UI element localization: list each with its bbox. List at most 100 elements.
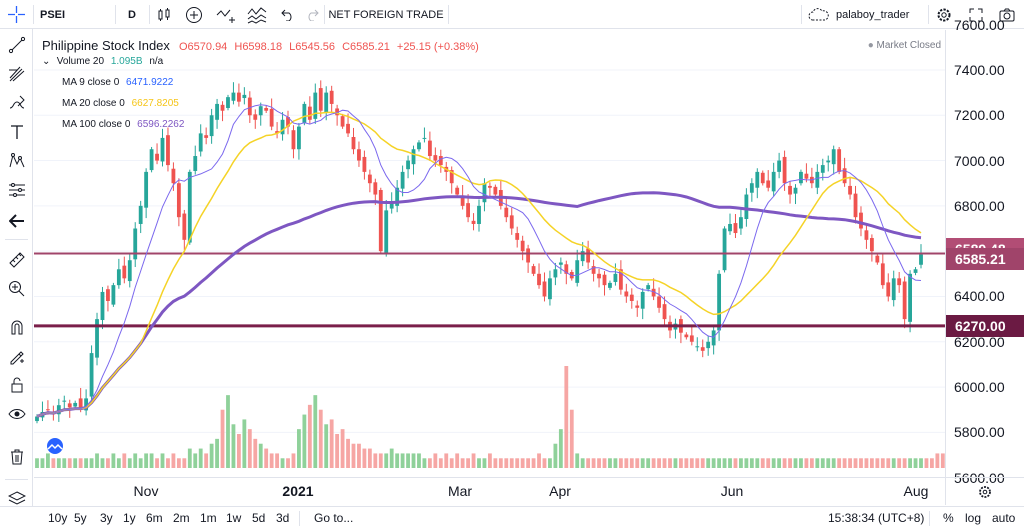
volume-bar: [160, 453, 165, 468]
range-button[interactable]: 5y: [74, 511, 87, 525]
candle-body: [378, 190, 383, 252]
brush-icon[interactable]: [0, 91, 33, 115]
percent-toggle[interactable]: %: [943, 511, 954, 525]
volume-bar: [318, 409, 323, 468]
volume-bar: [782, 458, 787, 468]
indicators-icon[interactable]: [244, 0, 270, 29]
volume-bar: [400, 453, 405, 468]
text-tool-icon[interactable]: [0, 120, 33, 144]
volume-bar: [668, 458, 672, 468]
candle-body: [799, 171, 803, 184]
candle-body: [106, 289, 110, 301]
range-button[interactable]: 1w: [226, 511, 242, 525]
volume-bar: [930, 458, 934, 468]
volume-bar: [799, 458, 803, 468]
layers-icon[interactable]: [0, 487, 33, 511]
auto-toggle[interactable]: auto: [992, 511, 1016, 525]
pattern-icon[interactable]: [0, 149, 33, 173]
volume-bar: [891, 458, 896, 468]
range-button[interactable]: 1m: [200, 511, 217, 525]
ohlc-low: L6545.56: [289, 41, 336, 53]
range-button[interactable]: 1y: [123, 511, 136, 525]
price-chart[interactable]: [34, 30, 945, 477]
volume-bar: [793, 458, 798, 468]
volume-bar: [307, 404, 312, 468]
volume-bar: [908, 458, 912, 468]
pitchfork-icon[interactable]: [0, 62, 33, 86]
volume-bar: [466, 458, 470, 468]
range-button[interactable]: 6m: [146, 511, 163, 525]
trash-icon[interactable]: [0, 445, 33, 469]
candle-body: [558, 262, 563, 265]
volume-bar: [662, 458, 667, 468]
candle-body: [269, 108, 274, 127]
ruler-icon[interactable]: [0, 248, 33, 272]
candle-body: [95, 319, 99, 358]
candle-body: [406, 160, 410, 170]
candle-body: [826, 160, 831, 163]
volume-bar: [831, 458, 836, 468]
prediction-icon[interactable]: [0, 178, 33, 202]
log-toggle[interactable]: log: [965, 511, 982, 525]
volume-bar: [116, 458, 121, 468]
magnet-icon[interactable]: [0, 315, 33, 339]
indicator-template-button[interactable]: NET FOREIGN TRADE: [326, 0, 446, 29]
candle-body: [73, 402, 78, 407]
undo-icon[interactable]: [277, 0, 299, 29]
volume-bar: [78, 458, 83, 468]
candle-body: [848, 185, 852, 195]
compare-icon[interactable]: [214, 0, 240, 29]
stay-drawing-icon[interactable]: [0, 344, 33, 368]
volume-label: Volume 20: [56, 56, 105, 67]
trend-line-icon[interactable]: [0, 33, 33, 57]
add-indicator-icon[interactable]: [181, 0, 207, 29]
range-button[interactable]: 3y: [100, 511, 113, 525]
candles-icon[interactable]: [152, 0, 176, 29]
candle-body: [417, 142, 421, 150]
volume-bar: [651, 458, 656, 468]
arrow-back-icon[interactable]: [0, 209, 33, 233]
range-button[interactable]: 3d: [276, 511, 290, 525]
time-axis[interactable]: Nov 2021 Mar Apr Jun Aug: [34, 477, 945, 505]
interval-button[interactable]: D: [120, 0, 144, 29]
collapse-legend-icon[interactable]: ⌄: [42, 56, 51, 67]
candle-body: [831, 149, 836, 165]
volume-bar: [384, 453, 389, 468]
lock-icon[interactable]: [0, 373, 33, 397]
clock-label[interactable]: 15:38:34 (UTC+8): [828, 511, 925, 525]
candle-body: [302, 103, 307, 123]
volume-bar: [826, 458, 831, 468]
eye-icon[interactable]: [0, 402, 33, 426]
candle-body: [160, 137, 165, 162]
chart-pane[interactable]: Philippine Stock Index O6570.94 H6598.18…: [34, 30, 945, 477]
fullscreen-icon[interactable]: [964, 0, 988, 29]
camera-icon[interactable]: [995, 0, 1019, 29]
candle-body: [324, 92, 329, 113]
candle-body: [700, 347, 705, 351]
ma9-line: [36, 104, 922, 417]
goto-button[interactable]: Go to...: [314, 511, 354, 525]
price-axis[interactable]: 7600.007400.007200.007000.006800.006600.…: [945, 17, 1024, 486]
volume-bar: [258, 443, 263, 468]
candle-body: [766, 180, 771, 188]
volume-bar: [728, 458, 732, 468]
crosshair-icon[interactable]: [0, 0, 33, 29]
redo-icon[interactable]: [301, 0, 323, 29]
candle-body: [771, 171, 776, 192]
symbol-search[interactable]: PSEI: [40, 0, 90, 29]
volume-value: 1.095B: [110, 56, 143, 67]
settings-gear-icon[interactable]: [932, 0, 956, 29]
volume-bar: [542, 458, 547, 468]
price-tick: 7000.00: [954, 152, 1005, 169]
range-button[interactable]: 5d: [252, 511, 266, 525]
range-button[interactable]: 2m: [173, 511, 190, 525]
time-tick: Jun: [720, 483, 744, 499]
axis-settings-gear-icon[interactable]: [945, 477, 1024, 505]
candle-body: [733, 223, 738, 234]
candle-body: [138, 205, 143, 224]
candle-body: [307, 106, 312, 120]
zoom-in-icon[interactable]: [0, 277, 33, 301]
range-button[interactable]: 10y: [48, 511, 68, 525]
candle-body: [864, 230, 869, 240]
layout-button[interactable]: palaboy_trader: [808, 0, 928, 29]
